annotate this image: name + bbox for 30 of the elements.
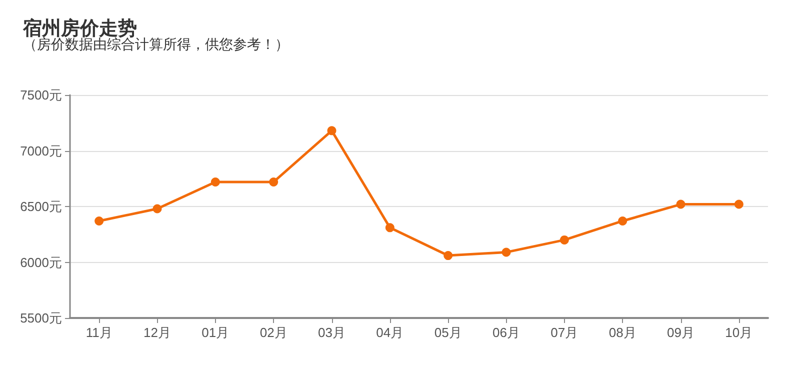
point (385, 223, 394, 232)
x-tick-label: 08月 (608, 325, 636, 340)
y-tick-label: 7000元 (20, 143, 62, 158)
point (94, 216, 104, 226)
point (269, 177, 278, 186)
y-tick-label: 7500元 (20, 88, 62, 102)
y-tick-label: 5500元 (20, 310, 62, 326)
point (734, 200, 744, 209)
point (502, 248, 511, 257)
x-tick-label: 06月 (492, 325, 520, 340)
point (676, 200, 686, 209)
x-tick-label: 07月 (550, 325, 578, 340)
y-tick-label: 6500元 (20, 199, 62, 214)
point (210, 177, 220, 186)
x-tick-label: 01月 (202, 325, 230, 340)
x-tick-label: 04月 (376, 325, 404, 340)
x-tick-label: 12月 (144, 325, 171, 340)
x-tick-label: 11月 (86, 325, 112, 340)
x-tick-label: 05月 (434, 325, 462, 340)
x-tick-label: 09月 (667, 325, 694, 340)
point (152, 204, 162, 214)
point (560, 235, 569, 244)
point (618, 216, 628, 226)
chart-subtitle: （房价数据由综合计算所得，供您参考！） (23, 37, 289, 53)
x-tick-label: 02月 (260, 325, 288, 340)
y-tick-label: 6000元 (20, 254, 62, 270)
x-tick-label: 10月 (725, 325, 753, 340)
point (444, 251, 453, 260)
x-tick-label: 03月 (318, 325, 346, 340)
point (327, 126, 336, 136)
